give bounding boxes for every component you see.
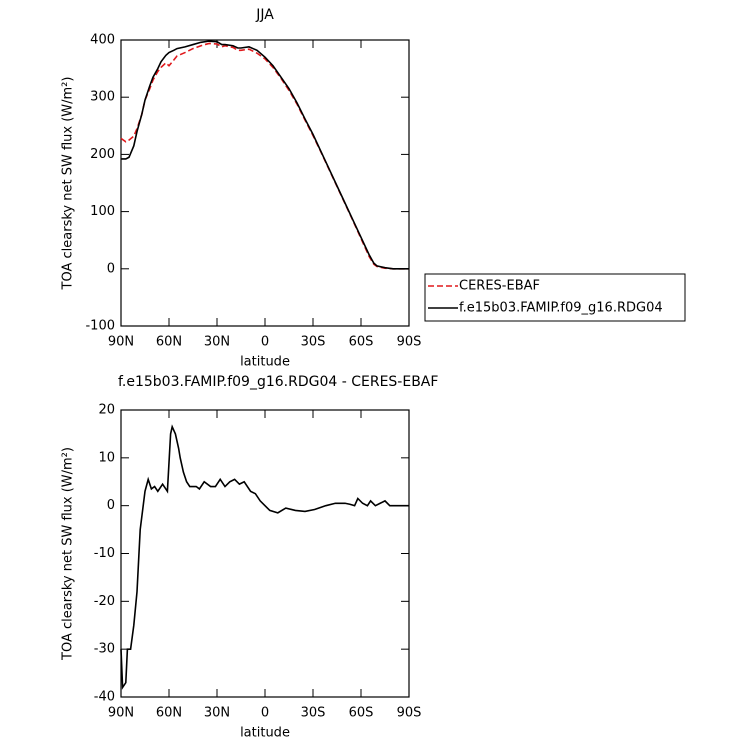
- x-tick-label: 90N: [108, 335, 134, 350]
- y-tick-label: -20: [94, 594, 115, 609]
- x-tick-label: 60S: [349, 706, 374, 721]
- plot-frame: [120, 39, 410, 327]
- series-line: [121, 40, 409, 270]
- y-axis-label: TOA clearsky net SW flux (W/m²): [61, 77, 76, 291]
- y-tick-label: 20: [98, 403, 115, 418]
- x-axis-label: latitude: [240, 355, 290, 370]
- x-tick-label: 30S: [301, 335, 326, 350]
- x-tick-label: 60N: [156, 706, 182, 721]
- x-tick-label: 30N: [204, 335, 230, 350]
- y-tick-label: -10: [94, 546, 115, 561]
- plot-frame: [120, 409, 410, 698]
- y-tick-label: -100: [85, 319, 115, 334]
- legend-box: [424, 273, 686, 322]
- series-line: [120, 424, 409, 690]
- x-axis-label: latitude: [240, 726, 290, 741]
- y-tick-label: -40: [94, 690, 115, 705]
- x-tick-label: 60S: [349, 335, 374, 350]
- y-tick-label: 10: [98, 450, 115, 465]
- legend-label: f.e15b03.FAMIP.f09_g16.RDG04: [459, 301, 663, 316]
- series-line: [120, 42, 409, 270]
- chart-title: f.e15b03.FAMIP.f09_g16.RDG04 - CERES-EBA…: [118, 374, 438, 390]
- y-tick-label: 200: [90, 147, 115, 162]
- x-tick-label: 0: [261, 335, 269, 350]
- y-tick-label: 300: [90, 90, 115, 105]
- x-tick-label: 30N: [204, 706, 230, 721]
- y-tick-label: 0: [107, 261, 115, 276]
- y-tick-label: 400: [90, 33, 115, 48]
- y-tick-label: -30: [94, 642, 115, 657]
- x-tick-label: 90N: [108, 706, 134, 721]
- x-tick-label: 0: [261, 706, 269, 721]
- x-tick-label: 30S: [301, 706, 326, 721]
- y-tick-label: 100: [90, 204, 115, 219]
- x-tick-label: 90S: [397, 706, 422, 721]
- chart-title: JJA: [255, 7, 274, 23]
- y-axis-label: TOA clearsky net SW flux (W/m²): [61, 447, 76, 661]
- legend-label: CERES-EBAF: [459, 279, 540, 294]
- x-tick-label: 60N: [156, 335, 182, 350]
- x-tick-label: 90S: [397, 335, 422, 350]
- y-tick-label: 0: [107, 498, 115, 513]
